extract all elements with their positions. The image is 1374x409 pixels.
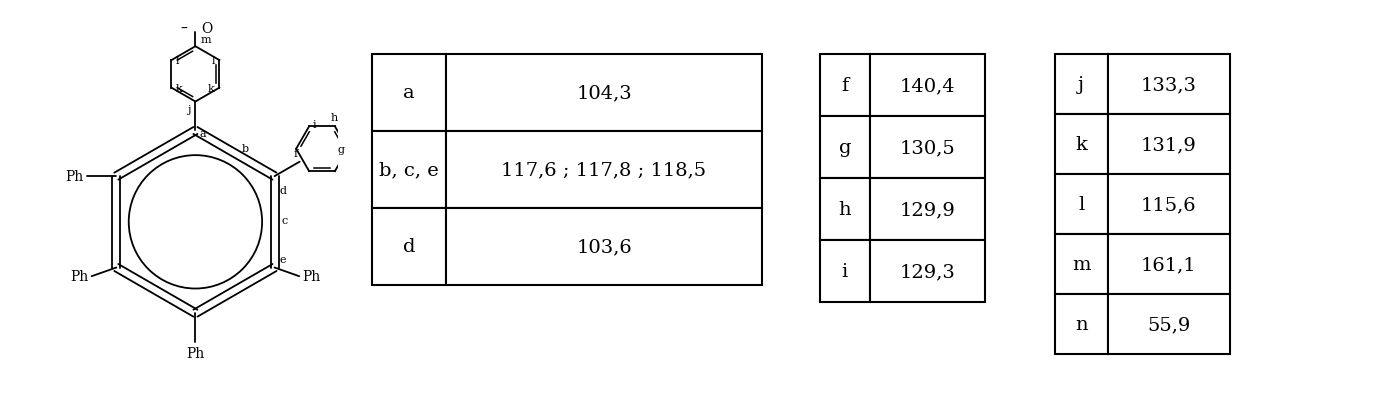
Text: f: f [293,149,297,159]
Text: a: a [403,84,415,102]
Text: i: i [313,120,316,130]
Bar [1055,55,1107,115]
Bar [870,179,985,240]
Text: b, c, e: b, c, e [379,161,438,179]
Bar [820,240,870,302]
Text: 129,9: 129,9 [900,200,955,218]
Bar [870,117,985,179]
Text: 131,9: 131,9 [1140,136,1197,154]
Text: l: l [176,56,180,66]
Bar [820,55,870,117]
Text: Ph: Ph [70,270,88,283]
Bar [1055,294,1107,354]
Text: c: c [282,215,287,225]
Bar [372,132,447,209]
Text: n: n [1074,315,1088,333]
Text: l: l [1079,196,1084,213]
Text: f: f [841,77,848,95]
Text: a: a [199,129,206,139]
Bar [372,55,447,132]
Text: k: k [176,83,183,93]
Bar [1055,175,1107,234]
Text: 117,6 ; 117,8 ; 118,5: 117,6 ; 117,8 ; 118,5 [502,161,706,179]
Text: d: d [403,238,415,256]
Text: h: h [838,200,851,218]
Text: 140,4: 140,4 [900,77,955,95]
Bar [870,240,985,302]
Text: h: h [330,112,338,123]
Bar [1107,115,1230,175]
Text: 115,6: 115,6 [1140,196,1197,213]
Text: k: k [207,83,214,93]
Text: Ph: Ph [302,270,322,283]
Bar [1107,175,1230,234]
Text: g: g [838,139,851,157]
Text: d: d [280,186,287,196]
Bar [372,209,447,285]
Text: m: m [1072,255,1091,273]
Text: j: j [187,104,190,115]
Text: 55,9: 55,9 [1147,315,1190,333]
Text: e: e [280,254,286,264]
Text: 103,6: 103,6 [576,238,632,256]
Text: 161,1: 161,1 [1140,255,1197,273]
Bar [1107,55,1230,115]
Text: b: b [242,144,249,154]
Text: 129,3: 129,3 [900,262,955,280]
Text: m: m [201,35,212,45]
Bar [1055,115,1107,175]
Bar [820,179,870,240]
Text: j: j [1079,76,1084,94]
Text: Ph: Ph [66,170,84,184]
Text: l: l [212,56,214,66]
Bar [870,55,985,117]
Bar [820,117,870,179]
Text: 133,3: 133,3 [1140,76,1197,94]
Text: O: O [201,21,213,36]
Text: 130,5: 130,5 [900,139,955,157]
Text: –: – [181,21,188,36]
Bar [1107,294,1230,354]
Text: g: g [337,144,345,154]
Bar [447,55,763,132]
Bar [1055,234,1107,294]
Bar [447,209,763,285]
Text: i: i [842,262,848,280]
Text: k: k [1076,136,1087,154]
Text: 104,3: 104,3 [576,84,632,102]
Text: Ph: Ph [187,346,205,360]
Bar [447,132,763,209]
Bar [1107,234,1230,294]
